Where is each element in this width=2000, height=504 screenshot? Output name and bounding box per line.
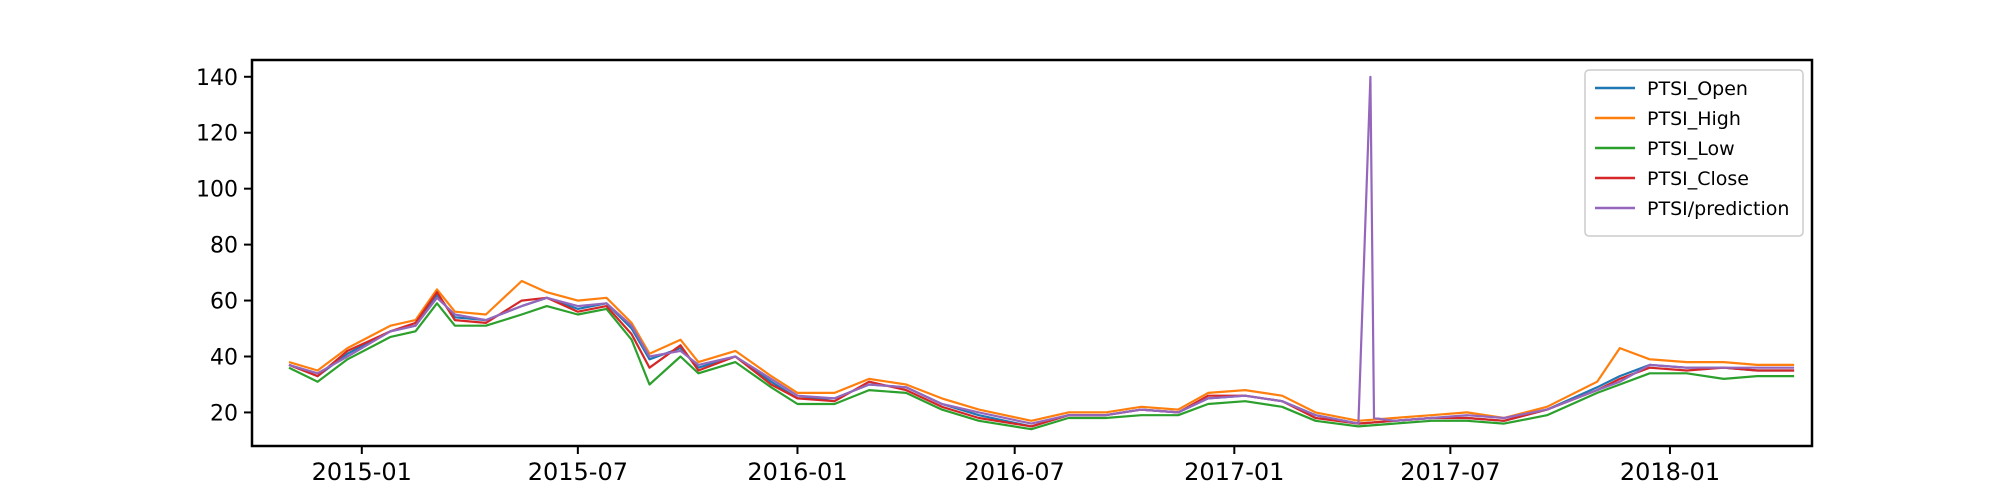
plot-area: [288, 75, 1795, 431]
series-line-2: [288, 302, 1795, 431]
x-tick-label: 2015-01: [312, 458, 412, 486]
y-tick-label: 80: [210, 234, 238, 259]
y-axis: 20 40 60 80 100 120 140: [196, 66, 252, 426]
x-tick-label: 2016-07: [965, 458, 1065, 486]
legend: PTSI_Open PTSI_High PTSI_Low PTSI_Close PTSI…: [1584, 69, 1804, 237]
series-line-1: [288, 279, 1795, 422]
x-tick-label: 2017-01: [1184, 458, 1284, 486]
legend-label: PTSI_Open: [1647, 78, 1748, 100]
x-tick-label: 2017-07: [1400, 458, 1500, 486]
legend-box: [1584, 69, 1804, 237]
y-tick-label: 20: [210, 401, 238, 426]
x-axis: 2015-01 2015-07 2016-01 2016-07 2017-01 2017-…: [312, 446, 1720, 486]
y-tick-label: 40: [210, 345, 238, 370]
y-tick-label: 120: [196, 122, 238, 147]
legend-label: PTSI_Low: [1647, 138, 1735, 160]
legend-label: PTSI_High: [1647, 108, 1741, 130]
y-tick-label: 100: [196, 178, 238, 203]
legend-label: PTSI_Close: [1647, 168, 1749, 190]
plot-frame: [250, 58, 1814, 448]
series-line-3: [288, 291, 1795, 428]
x-tick-label: 2018-01: [1620, 458, 1720, 486]
series-line-4: [288, 75, 1795, 425]
x-tick-label: 2015-07: [528, 458, 628, 486]
y-tick-label: 140: [196, 66, 238, 91]
y-tick-label: 60: [210, 290, 238, 315]
x-tick-label: 2016-01: [747, 458, 847, 486]
legend-label: PTSI/prediction: [1647, 198, 1789, 220]
